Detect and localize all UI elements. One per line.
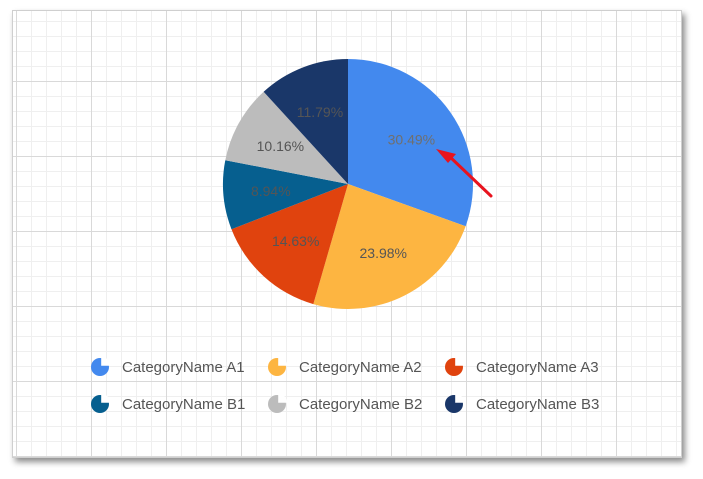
- slice-data-label: 23.98%: [360, 245, 407, 261]
- pie-legend-icon-wedge: [101, 393, 111, 403]
- legend-item: CategoryName B3: [445, 393, 599, 413]
- slice-data-label: 14.63%: [272, 233, 319, 249]
- slice-data-label: 8.94%: [251, 183, 291, 199]
- legend-label: CategoryName A1: [122, 359, 245, 376]
- legend-item: CategoryName B1: [91, 393, 245, 413]
- red-arrow-annotation: [436, 149, 493, 198]
- legend-label: CategoryName B3: [476, 396, 599, 413]
- legend-item: CategoryName B2: [268, 393, 422, 413]
- pie-legend-icon-wedge: [455, 393, 465, 403]
- pie-legend-icon-wedge: [101, 356, 111, 366]
- pie-slice-4: [223, 160, 348, 230]
- pie-legend-icon-wedge: [278, 356, 288, 366]
- pie-slice-labels: 30.49% 23.98% 14.63% 8.94% 10.16% 11.79%: [251, 104, 435, 261]
- legend-label: CategoryName B1: [122, 396, 245, 413]
- legend-item: CategoryName A2: [268, 356, 422, 376]
- legend: CategoryName A1 CategoryName A2 CategoryNa…: [91, 356, 599, 413]
- legend-label: CategoryName A2: [299, 359, 422, 376]
- legend-label: CategoryName B2: [299, 396, 422, 413]
- legend-label: CategoryName A3: [476, 359, 599, 376]
- pie-slices: [223, 59, 473, 309]
- pie-slice-3: [231, 184, 348, 305]
- legend-item: CategoryName A1: [91, 356, 245, 376]
- slice-data-label: 11.79%: [297, 104, 343, 120]
- pie-legend-icon-wedge: [455, 356, 465, 366]
- slice-data-label: 30.49%: [388, 131, 435, 147]
- slice-data-label: 10.16%: [257, 138, 304, 154]
- pie-slice-6: [263, 59, 348, 184]
- pie-slice-2: [313, 184, 466, 309]
- pie-legend-icon-wedge: [278, 393, 288, 403]
- pie-slice-5: [225, 91, 348, 184]
- legend-item: CategoryName A3: [445, 356, 599, 376]
- pie-slice-1: [348, 59, 473, 227]
